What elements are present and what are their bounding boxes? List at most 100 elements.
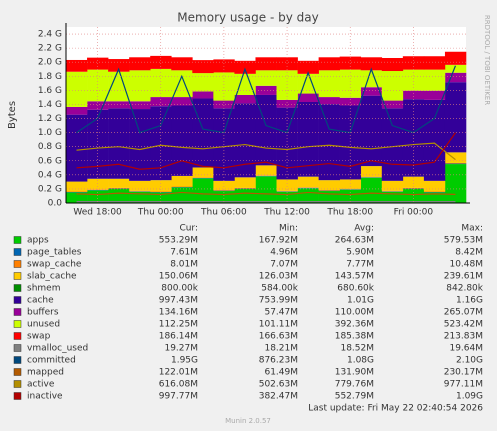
area-segment	[108, 187, 130, 189]
legend-stat: 143.57M	[335, 272, 374, 282]
y-tick-label: 1.6 G	[38, 86, 62, 96]
area-segment	[276, 179, 298, 191]
area-segment	[129, 180, 151, 191]
legend-stat: 382.47M	[259, 392, 298, 402]
legend-stat: 8.42M	[455, 248, 483, 258]
legend-stat: 213.83M	[444, 332, 483, 342]
legend-label: swap	[27, 332, 51, 342]
legend-stat: 584.00k	[261, 284, 298, 294]
legend-stat: 19.27M	[164, 344, 198, 354]
legend-stat: 1.09G	[456, 392, 483, 402]
area-segment	[108, 178, 130, 188]
x-tick-label: Thu 12:00	[263, 208, 310, 218]
area-segment	[381, 71, 404, 101]
area-segment	[255, 85, 277, 95]
legend-stat: 57.47M	[264, 308, 298, 318]
x-tick-label: Thu 18:00	[326, 208, 373, 218]
area-segment	[318, 190, 340, 191]
area-segment	[192, 73, 214, 92]
area-segment	[129, 191, 151, 203]
legend-stat: 265.07M	[444, 308, 483, 318]
series-line	[76, 191, 456, 196]
legend-stat: 18.52M	[340, 344, 374, 354]
area-segment	[192, 167, 214, 178]
legend-stat: 392.36M	[335, 320, 374, 330]
area-segment	[213, 72, 235, 101]
legend-stat: 7.07M	[270, 260, 298, 270]
area-segment	[360, 95, 383, 167]
legend-stat: 8.01M	[170, 260, 198, 270]
legend-stat: 616.08M	[159, 380, 198, 390]
area-segment	[381, 108, 404, 181]
legend-swatch	[13, 368, 22, 376]
legend-stat: 239.61M	[444, 272, 483, 282]
x-tick-label: Wed 18:00	[73, 208, 122, 218]
legend-label: slab_cache	[27, 272, 77, 282]
legend-stat: 977.11M	[444, 380, 483, 390]
area-segment	[192, 178, 214, 203]
area-segment	[87, 178, 109, 190]
legend-swatch	[13, 332, 22, 340]
area-segment	[108, 101, 130, 109]
area-segment	[150, 191, 172, 193]
area-segment	[423, 180, 446, 192]
area-segment	[150, 68, 172, 98]
area-segment	[213, 100, 235, 109]
area-segment	[360, 166, 383, 177]
area-segment	[444, 152, 467, 163]
legend-label: vmalloc_used	[27, 344, 88, 354]
area-segment	[444, 82, 467, 153]
area-segment	[129, 70, 151, 102]
area-segment	[297, 93, 319, 102]
chart-title: Memory usage - by day	[177, 11, 318, 25]
area-segment	[381, 180, 404, 191]
legend-stat: 680.60k	[337, 284, 374, 294]
area-segment	[381, 191, 404, 203]
area-segment	[276, 190, 298, 192]
legend-header: Max:	[461, 224, 483, 234]
area-segment	[381, 57, 404, 72]
area-segment	[66, 192, 88, 203]
legend-stat: 264.63M	[335, 236, 374, 246]
legend-swatch	[13, 356, 22, 364]
area-segment	[255, 176, 277, 203]
legend-stat: 1.16G	[456, 296, 483, 306]
legend-swatch	[13, 284, 22, 292]
y-axis-label: Bytes	[7, 101, 18, 129]
area-segment	[234, 188, 256, 203]
legend-stat: 110.00M	[335, 308, 374, 318]
area-segment	[402, 69, 425, 91]
area-segment	[276, 99, 298, 108]
area-segment	[360, 57, 383, 71]
area-segment	[444, 51, 467, 65]
area-segment	[381, 100, 404, 109]
area-segment	[108, 188, 130, 203]
area-segment	[66, 106, 88, 115]
legend-stat: 7.77M	[346, 260, 374, 270]
area-segment	[87, 69, 109, 102]
area-segment	[339, 69, 362, 98]
area-segment	[402, 187, 425, 189]
x-tick-label: Thu 00:00	[137, 208, 184, 218]
area-segment	[402, 90, 425, 100]
legend-stat: 997.43M	[159, 296, 198, 306]
legend-stat: 997.77M	[159, 392, 198, 402]
y-tick-label: 1.2 G	[38, 114, 62, 124]
area-segment	[339, 189, 362, 203]
area-segment	[150, 55, 172, 69]
series-line	[76, 65, 457, 134]
area-segment	[318, 104, 340, 181]
area-segment	[339, 188, 362, 190]
area-segment	[66, 181, 88, 192]
area-segment	[213, 180, 235, 191]
legend-header: Min:	[279, 224, 298, 234]
area-segment	[192, 91, 214, 99]
legend-stat: 10.48M	[449, 260, 483, 270]
legend-stat: 131.90M	[335, 368, 374, 378]
series-line	[76, 132, 456, 170]
y-tick-label: 1.4 G	[38, 100, 62, 110]
area-segment	[150, 97, 172, 107]
legend-stat: 18.21M	[264, 344, 298, 354]
y-tick-label: 1.8 G	[38, 72, 62, 82]
